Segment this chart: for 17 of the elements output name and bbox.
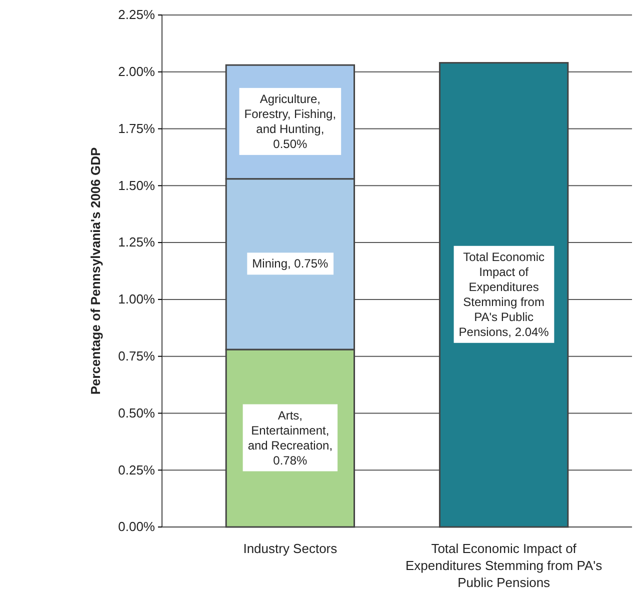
data-label: Arts, Entertainment, and Recreation, 0.78% [248, 408, 333, 468]
y-tick-label: 0.00% [118, 519, 156, 534]
y-tick-label: 1.00% [118, 292, 156, 307]
data-label: Mining, 0.75% [252, 256, 329, 271]
y-tick-label: 0.25% [118, 462, 156, 478]
y-axis-title: Percentage of Pennsylvania's 2006 GDP [88, 147, 103, 395]
y-tick-label: 0.50% [118, 405, 156, 420]
y-tick-label: 1.75% [118, 120, 156, 136]
y-tick-label: 1.50% [118, 178, 156, 193]
y-tick-label: 0.75% [118, 348, 156, 364]
y-tick-label: 1.25% [118, 234, 156, 250]
y-tick-label: 2.00% [118, 64, 156, 80]
x-tick-label: Industry Sectors [243, 541, 338, 556]
data-label: Total Economic Impact of Expenditures Stemming from PA's Public Pensions, 2.04% [458, 250, 550, 339]
x-tick-label: Total Economic Impact of Expenditures Stemming from PA's Public Pensions [406, 541, 603, 590]
data-label: Agriculture, Forestry, Fishing, and Hunting, 0.50% [244, 92, 336, 151]
y-tick-label: 2.25% [118, 7, 156, 22]
